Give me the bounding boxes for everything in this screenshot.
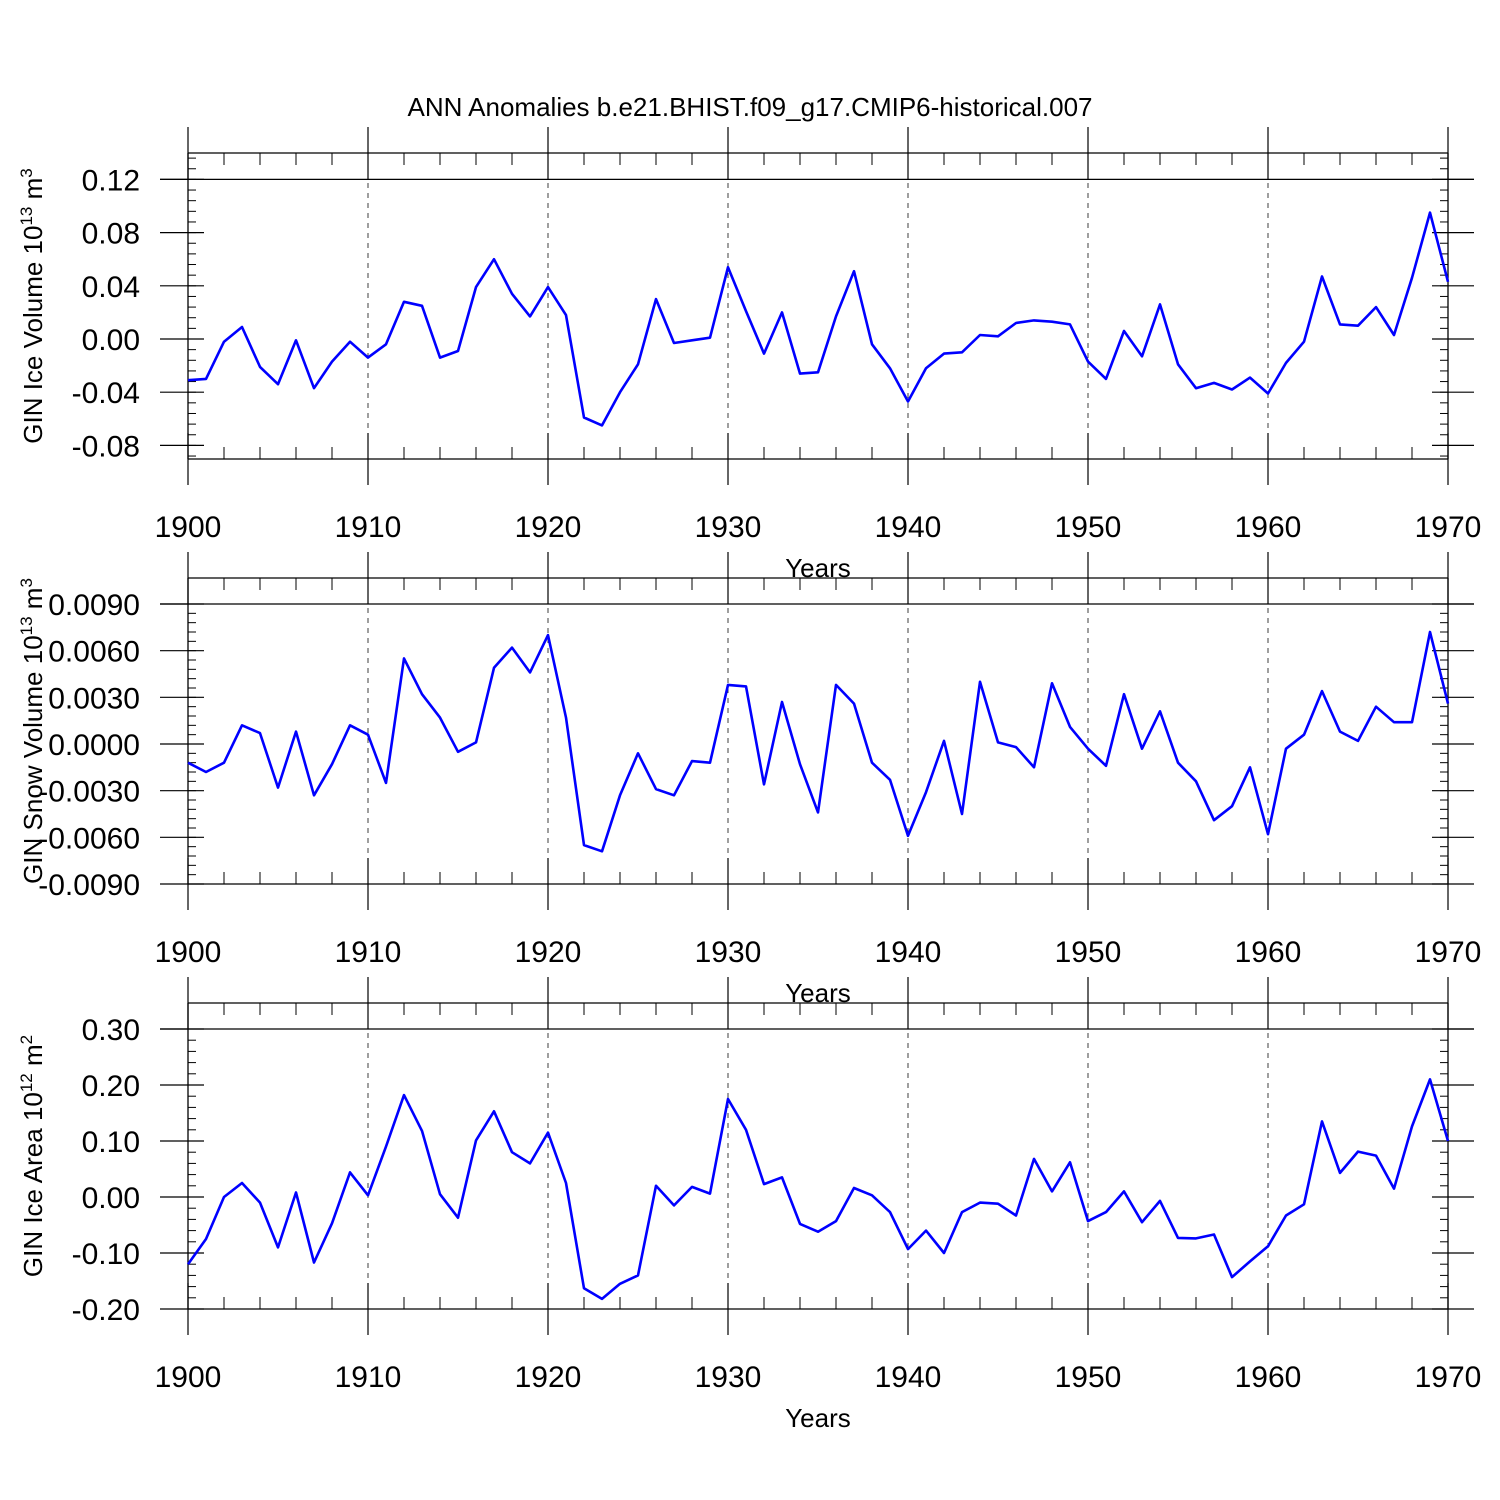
- y-tick-label: -0.0090: [38, 869, 140, 902]
- x-tick-label: 1950: [1055, 511, 1122, 544]
- x-tick-label: 1970: [1415, 936, 1482, 969]
- x-tick-label: 1910: [335, 1361, 402, 1394]
- x-tick-label: 1930: [695, 511, 762, 544]
- panel-snow-volume: 0.0090 0.0060 0.0030 0.0000 -0.0030 -0.0060 -0…: [17, 552, 1481, 1008]
- x-tick-label: 1940: [875, 936, 942, 969]
- y-axis-label: GIN Ice Volume 1013 m3: [17, 168, 48, 444]
- y-tick-label: 0.12: [82, 164, 140, 197]
- y-tick-label: -0.08: [72, 430, 140, 463]
- panel-ice-area: 0.30 0.20 0.10 0.00 -0.10 -0.20 1900 1910 1920 19…: [17, 977, 1481, 1433]
- y-tick-label: 0.10: [82, 1126, 140, 1159]
- y-tick-label: -0.0060: [38, 822, 140, 855]
- y-tick-label: 0.0090: [48, 589, 140, 622]
- x-tick-label: 1900: [155, 511, 222, 544]
- y-tick-label: -0.04: [72, 377, 140, 410]
- x-tick-label: 1920: [515, 511, 582, 544]
- x-tick-label: 1950: [1055, 1361, 1122, 1394]
- x-tick-label: 1910: [335, 936, 402, 969]
- x-tick-label: 1900: [155, 936, 222, 969]
- x-tick-label: 1920: [515, 1361, 582, 1394]
- x-tick-label: 1900: [155, 1361, 222, 1394]
- x-tick-label: 1970: [1415, 1361, 1482, 1394]
- y-tick-label: 0.08: [82, 218, 140, 251]
- y-axis-label: GIN Ice Area 1012 m2: [17, 1035, 48, 1277]
- y-tick-label: 0.20: [82, 1070, 140, 1103]
- x-tick-label: 1930: [695, 1361, 762, 1394]
- x-tick-label: 1970: [1415, 511, 1482, 544]
- y-tick-label: -0.10: [72, 1238, 140, 1271]
- y-tick-label: 0.0060: [48, 636, 140, 669]
- panels: 0.12 0.08 0.04 0.00 -0.04 -0.08 1900 1910 1920 19…: [17, 127, 1481, 1433]
- y-tick-label: -0.0030: [38, 776, 140, 809]
- x-tick-label: 1930: [695, 936, 762, 969]
- y-tick-label: -0.20: [72, 1294, 140, 1327]
- x-tick-label: 1940: [875, 511, 942, 544]
- series-line-ice-volume: [187, 211, 1450, 427]
- y-tick-label: 0.00: [82, 1182, 140, 1215]
- y-tick-label: 0.0000: [48, 729, 140, 762]
- y-axis-label: GIN Snow Volume 1013 m3: [17, 578, 48, 884]
- series-line-snow-volume: [187, 630, 1450, 853]
- x-axis-label: Years: [785, 1403, 851, 1433]
- series-line-ice-area: [186, 1078, 1450, 1301]
- x-tick-label: 1960: [1235, 936, 1302, 969]
- chart-title: ANN Anomalies b.e21.BHIST.f09_g17.CMIP6-…: [407, 92, 1092, 122]
- x-tick-label: 1960: [1235, 511, 1302, 544]
- panel-ice-volume: 0.12 0.08 0.04 0.00 -0.04 -0.08 1900 1910 1920 19…: [17, 127, 1481, 583]
- y-tick-label: 0.04: [82, 271, 140, 304]
- y-tick-label: 0.30: [82, 1014, 140, 1047]
- y-tick-label: 0.00: [82, 324, 140, 357]
- x-tick-label: 1910: [335, 511, 402, 544]
- x-tick-label: 1940: [875, 1361, 942, 1394]
- y-tick-label: 0.0030: [48, 682, 140, 715]
- x-tick-label: 1950: [1055, 936, 1122, 969]
- x-tick-label: 1960: [1235, 1361, 1302, 1394]
- x-tick-label: 1920: [515, 936, 582, 969]
